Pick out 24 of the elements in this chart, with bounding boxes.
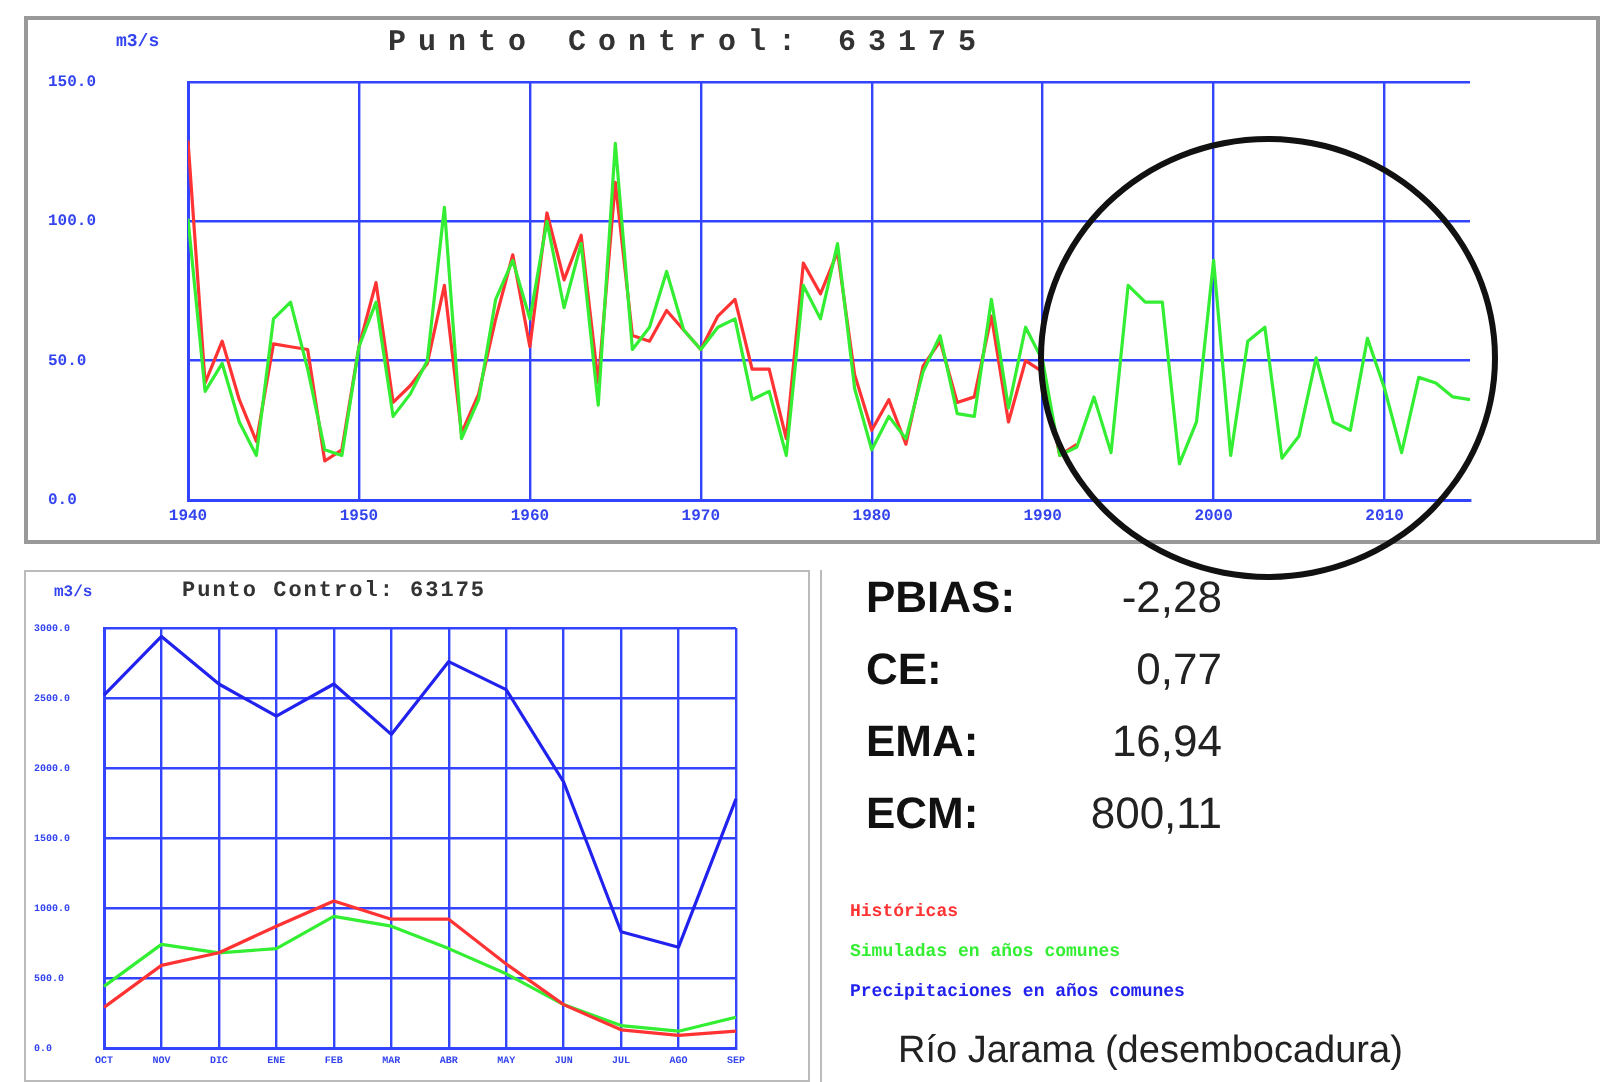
y-axis-title: m3/s [54,584,93,602]
text: Precipitaciones en años comunes [850,980,1185,1006]
x-tick-label: 1940 [168,507,208,526]
text: CE: 0,77 [866,644,1222,694]
chart-title: Punto Control: 63175 [388,26,989,60]
y-tick-label: 50.0 [48,352,87,371]
y-tick-label: 0.0 [48,492,78,511]
text: Históricas [850,900,961,926]
y-axis-title: m3/s [116,32,160,52]
text: ECM: 800,11 [866,788,1222,838]
x-tick-label: 1960 [510,507,550,526]
text: Río Jarama (desembocadura) [898,1030,1403,1074]
x-tick-label: 1970 [681,507,721,526]
text: Simuladas en años comunes [850,940,1123,966]
x-tick-label: 1990 [1023,507,1063,526]
chart-title: Punto Control: 63175 [182,580,487,604]
x-tick-label: 1950 [339,507,379,526]
x-tick-label: 1980 [852,507,892,526]
text: PBIAS: -2,28 [866,572,1222,622]
y-tick-label: 150.0 [48,74,97,93]
y-tick-label: 100.0 [48,213,97,232]
x-tick-label: 2010 [1365,507,1405,526]
text: EMA: 16,94 [866,716,1222,766]
x-tick-label: 2000 [1194,507,1234,526]
